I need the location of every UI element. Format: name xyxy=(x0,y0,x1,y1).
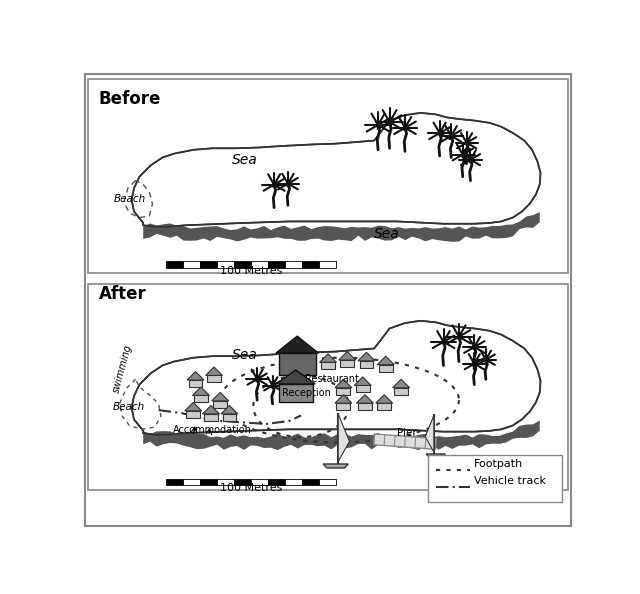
Polygon shape xyxy=(340,360,354,367)
Polygon shape xyxy=(187,372,204,380)
Text: Before: Before xyxy=(99,90,161,108)
Text: swimming: swimming xyxy=(111,343,134,394)
Bar xyxy=(285,261,302,268)
Polygon shape xyxy=(221,406,238,414)
Text: Sea: Sea xyxy=(232,153,257,167)
Polygon shape xyxy=(194,396,208,402)
Polygon shape xyxy=(356,394,373,403)
Text: 100 Metres: 100 Metres xyxy=(220,483,282,493)
FancyBboxPatch shape xyxy=(428,455,562,503)
Text: Beach: Beach xyxy=(113,402,145,412)
Bar xyxy=(166,479,183,485)
Text: Footpath: Footpath xyxy=(474,459,524,469)
Polygon shape xyxy=(323,464,348,468)
Polygon shape xyxy=(143,421,540,450)
Polygon shape xyxy=(223,414,236,421)
Polygon shape xyxy=(393,380,410,388)
Text: Restaurant: Restaurant xyxy=(305,374,359,384)
Polygon shape xyxy=(189,380,202,387)
FancyBboxPatch shape xyxy=(84,74,572,526)
Polygon shape xyxy=(378,356,394,365)
Polygon shape xyxy=(276,336,319,353)
Polygon shape xyxy=(335,380,352,388)
Polygon shape xyxy=(212,393,228,401)
Polygon shape xyxy=(132,321,541,435)
Polygon shape xyxy=(205,367,223,375)
Polygon shape xyxy=(319,354,337,362)
Polygon shape xyxy=(207,375,221,383)
Text: After: After xyxy=(99,285,147,303)
Polygon shape xyxy=(202,406,220,414)
Polygon shape xyxy=(358,352,375,361)
Polygon shape xyxy=(213,401,227,407)
Polygon shape xyxy=(143,212,540,242)
Polygon shape xyxy=(374,434,436,449)
Polygon shape xyxy=(335,394,352,403)
Bar xyxy=(319,479,336,485)
Bar xyxy=(166,261,183,268)
Polygon shape xyxy=(358,403,372,410)
Bar xyxy=(200,479,217,485)
Text: 100 Metres: 100 Metres xyxy=(220,266,282,276)
Polygon shape xyxy=(360,361,373,368)
Bar xyxy=(319,261,336,268)
Polygon shape xyxy=(279,384,312,402)
Bar xyxy=(285,479,302,485)
Polygon shape xyxy=(356,386,369,393)
Polygon shape xyxy=(394,388,408,394)
FancyBboxPatch shape xyxy=(88,284,568,490)
Text: Pier: Pier xyxy=(397,428,417,438)
Polygon shape xyxy=(339,352,356,360)
Bar xyxy=(217,261,234,268)
Bar xyxy=(302,479,319,485)
Text: Sea: Sea xyxy=(232,348,257,362)
Bar xyxy=(302,261,319,268)
Bar xyxy=(234,261,251,268)
Polygon shape xyxy=(425,415,434,452)
Bar xyxy=(200,261,217,268)
Polygon shape xyxy=(426,454,445,457)
Polygon shape xyxy=(321,362,335,369)
Text: Accommodation: Accommodation xyxy=(172,425,252,435)
Bar xyxy=(217,479,234,485)
Polygon shape xyxy=(378,403,391,410)
Text: Beach: Beach xyxy=(114,194,146,204)
Polygon shape xyxy=(185,402,202,411)
Polygon shape xyxy=(376,394,393,403)
Polygon shape xyxy=(276,370,315,384)
Text: Vehicle track: Vehicle track xyxy=(474,476,547,486)
Bar xyxy=(268,261,285,268)
Polygon shape xyxy=(337,403,350,410)
Bar xyxy=(234,479,251,485)
Polygon shape xyxy=(279,353,316,375)
Text: Reception: Reception xyxy=(282,388,331,398)
Bar xyxy=(183,261,200,268)
Bar xyxy=(268,479,285,485)
Text: Sea: Sea xyxy=(374,228,400,241)
Polygon shape xyxy=(379,365,393,372)
Bar xyxy=(183,479,200,485)
Polygon shape xyxy=(354,377,371,386)
Polygon shape xyxy=(338,414,349,462)
Polygon shape xyxy=(337,388,350,394)
Polygon shape xyxy=(193,387,209,396)
Polygon shape xyxy=(204,414,218,421)
Polygon shape xyxy=(186,411,200,418)
Polygon shape xyxy=(132,113,541,227)
FancyBboxPatch shape xyxy=(88,79,568,273)
Bar xyxy=(251,261,268,268)
Bar xyxy=(251,479,268,485)
